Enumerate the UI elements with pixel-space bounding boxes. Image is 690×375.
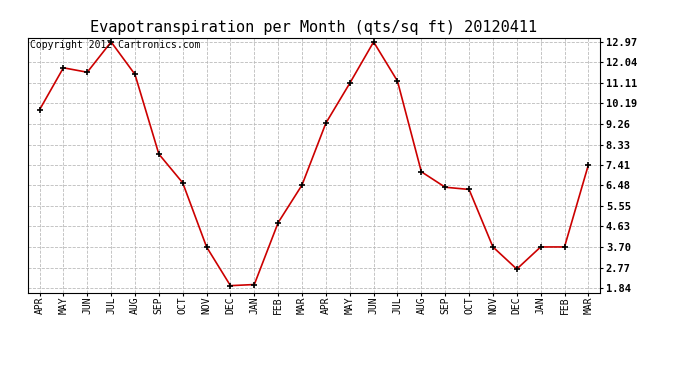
Title: Evapotranspiration per Month (qts/sq ft) 20120411: Evapotranspiration per Month (qts/sq ft)…	[90, 20, 538, 35]
Text: Copyright 2012 Cartronics.com: Copyright 2012 Cartronics.com	[30, 40, 201, 50]
